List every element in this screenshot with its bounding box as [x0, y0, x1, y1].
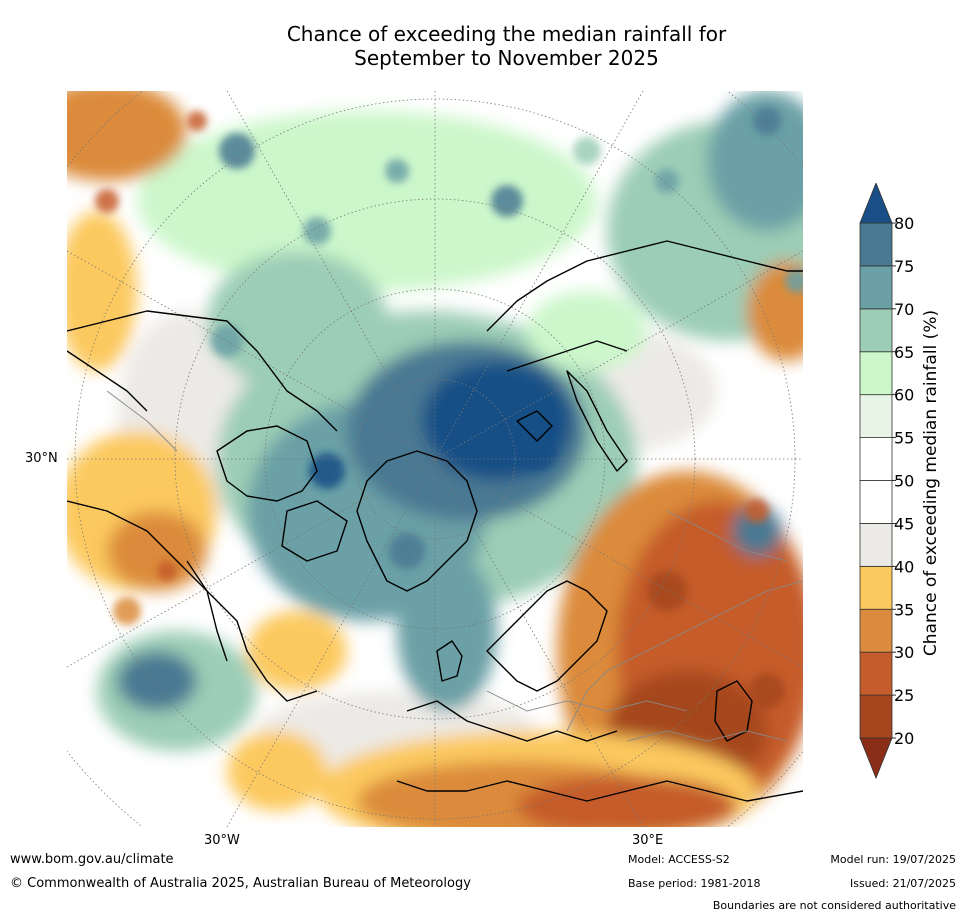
- colorbar-extend-high: [859, 183, 893, 224]
- colorbar-band: [859, 437, 893, 481]
- coastlines: [67, 240, 803, 802]
- colorbar-tick-label: 80: [894, 214, 914, 233]
- colorbar-tick-label: 70: [894, 300, 914, 319]
- colorbar-band: [859, 651, 893, 696]
- footer-model: Model: ACCESS-S2: [628, 853, 730, 866]
- chart-title: Chance of exceeding the median rainfall …: [0, 22, 965, 70]
- colorbar-tick-label: 75: [894, 257, 914, 276]
- colorbar-extend-low: [859, 737, 893, 780]
- longitude-label-30w: 30°W: [204, 833, 240, 848]
- colorbar-tick-label: 25: [894, 686, 914, 705]
- colorbar-tick-label: 65: [894, 343, 914, 362]
- colorbar-band: [859, 565, 893, 610]
- colorbar-band: [859, 694, 893, 739]
- footer-model-run: Model run: 19/07/2025: [830, 853, 956, 866]
- colorbar-band: [859, 523, 893, 567]
- rainfall-map: [67, 91, 803, 827]
- colorbar-band: [859, 265, 893, 310]
- colorbar-tick-label: 20: [894, 729, 914, 748]
- map-canvas: [67, 91, 803, 827]
- probability-detail: [95, 107, 803, 709]
- graticule: [67, 91, 803, 827]
- longitude-label-30e: 30°E: [632, 833, 664, 848]
- footer-copyright: © Commonwealth of Australia 2025, Austra…: [10, 876, 471, 891]
- colorbar-tick-label: 45: [894, 514, 914, 533]
- footer-issued: Issued: 21/07/2025: [849, 877, 956, 890]
- colorbar-band: [859, 222, 893, 267]
- colorbar-tick-label: 40: [894, 557, 914, 576]
- colorbar-bands: [859, 183, 893, 780]
- colorbar-title: Chance of exceeding median rainfall (%): [921, 309, 941, 657]
- colorbar-band: [859, 480, 893, 524]
- country-borders: [106, 390, 803, 742]
- colorbar-tick-label: 30: [894, 643, 914, 662]
- latitude-label-30n: 30°N: [25, 451, 58, 466]
- colorbar-tick-label: 55: [894, 429, 914, 448]
- title-line-1: Chance of exceeding the median rainfall …: [286, 22, 727, 46]
- colorbar-band: [859, 394, 893, 438]
- colorbar-tick-label: 60: [894, 386, 914, 405]
- footer-disclaimer: Boundaries are not considered authoritat…: [712, 899, 956, 912]
- colorbar-band: [859, 308, 893, 353]
- title-line-2: September to November 2025: [354, 46, 659, 70]
- footer-website: www.bom.gov.au/climate: [10, 852, 174, 867]
- colorbar-tick-label: 50: [894, 472, 914, 491]
- colorbar: 20 25 30 35 40 45 50 55 60 65 70 75 80: [859, 183, 914, 780]
- colorbar-ticks: 20 25 30 35 40 45 50 55 60 65 70 75 80: [892, 214, 914, 748]
- probability-field: [67, 91, 803, 827]
- colorbar-tick-label: 35: [894, 600, 914, 619]
- footer-base-period: Base period: 1981-2018: [628, 877, 761, 890]
- colorbar-band: [859, 608, 893, 653]
- colorbar-band: [859, 351, 893, 396]
